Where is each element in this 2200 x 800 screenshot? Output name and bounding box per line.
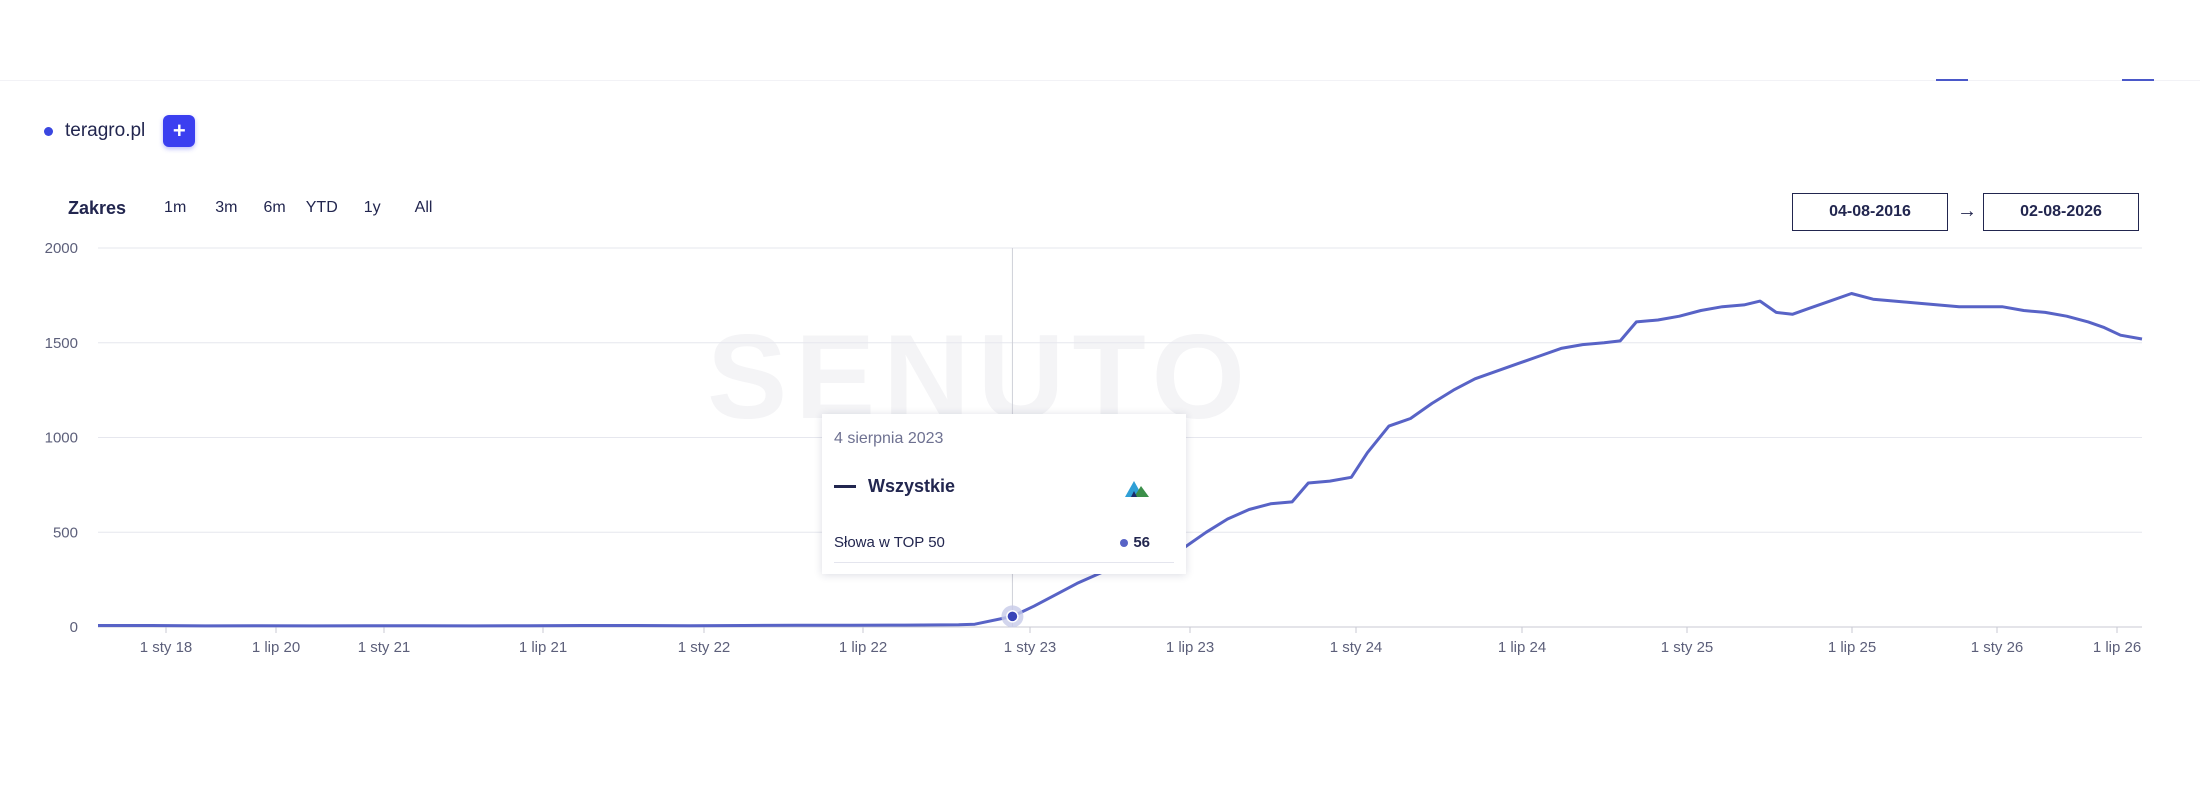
domain-legend: teragro.pl + — [44, 114, 196, 148]
date-to-input[interactable]: 02-08-2026 — [1983, 193, 2139, 231]
range-button-3m[interactable]: 3m — [215, 199, 238, 216]
x-tick-label: 1 lip 25 — [1828, 639, 1876, 656]
tooltip-date: 4 sierpnia 2023 — [834, 430, 944, 447]
value-dot-icon — [1120, 538, 1129, 547]
tooltip-metric-label: Słowa w TOP 50 — [834, 534, 945, 551]
series-line — [98, 292, 2143, 628]
y-tick-label: 0 — [70, 619, 78, 636]
tooltip-series-name: Wszystkie — [868, 476, 956, 496]
date-arrow: → — [1957, 200, 1977, 222]
x-axis: 1 sty 18 1 lip 20 1 sty 21 1 lip 21 1 sty 22… — [140, 627, 2141, 656]
x-tick-label: 1 lip 21 — [519, 639, 567, 656]
x-tick-label: 1 sty 22 — [678, 639, 731, 656]
chart-tooltip: 4 sierpnia 2023 Wszystkie Słowa w TOP 50… — [822, 414, 1186, 574]
y-axis: 0 500 1000 1500 2000 — [45, 240, 78, 636]
domain-dot-icon — [44, 126, 53, 136]
x-tick-label: 1 sty 25 — [1661, 639, 1714, 656]
tooltip-metric-value: 56 — [1133, 534, 1150, 551]
x-tick-label: 1 sty 18 — [140, 639, 193, 656]
range-button-6m[interactable]: 6m — [263, 199, 286, 216]
range-button-1m[interactable]: 1m — [164, 199, 187, 216]
x-tick-label: 1 sty 24 — [1330, 639, 1383, 656]
y-tick-label: 500 — [53, 524, 78, 541]
range-title: Zakres — [68, 197, 127, 218]
tooltip-divider — [834, 562, 1174, 563]
x-tick-label: 1 lip 23 — [1166, 639, 1214, 656]
y-tick-label: 1500 — [45, 335, 78, 352]
x-tick-label: 1 sty 26 — [1971, 639, 2024, 656]
x-tick-label: 1 sty 23 — [1004, 639, 1057, 656]
domain-label[interactable]: teragro.pl — [65, 120, 146, 141]
range-button-all[interactable]: All — [414, 199, 433, 216]
range-selector: Zakres 1m 3m 6m YTD 1y All — [68, 192, 432, 224]
date-from-input[interactable]: 04-08-2016 — [1792, 193, 1948, 231]
highlight-point[interactable] — [1006, 610, 1019, 623]
range-button-ytd[interactable]: YTD — [305, 199, 338, 216]
y-tick-label: 2000 — [45, 240, 78, 257]
range-button-1y[interactable]: 1y — [363, 199, 381, 216]
mountain-logo-icon — [1125, 481, 1149, 497]
top-tab-indicator — [2122, 79, 2154, 81]
x-tick-label: 1 lip 20 — [252, 639, 300, 656]
series-line-icon — [834, 485, 856, 488]
x-tick-label: 1 lip 24 — [1498, 639, 1546, 656]
add-domain-button[interactable]: + — [163, 115, 196, 147]
top-tab-indicator — [1936, 79, 1968, 81]
tooltip-series: Wszystkie — [834, 476, 955, 497]
x-tick-label: 1 lip 22 — [839, 639, 887, 656]
tooltip-metric: 56 — [1120, 534, 1150, 551]
y-tick-label: 1000 — [45, 430, 78, 447]
top-toolbar-strip — [0, 0, 2200, 81]
x-tick-label: 1 sty 21 — [358, 639, 411, 656]
x-tick-label: 1 lip 26 — [2093, 639, 2141, 656]
